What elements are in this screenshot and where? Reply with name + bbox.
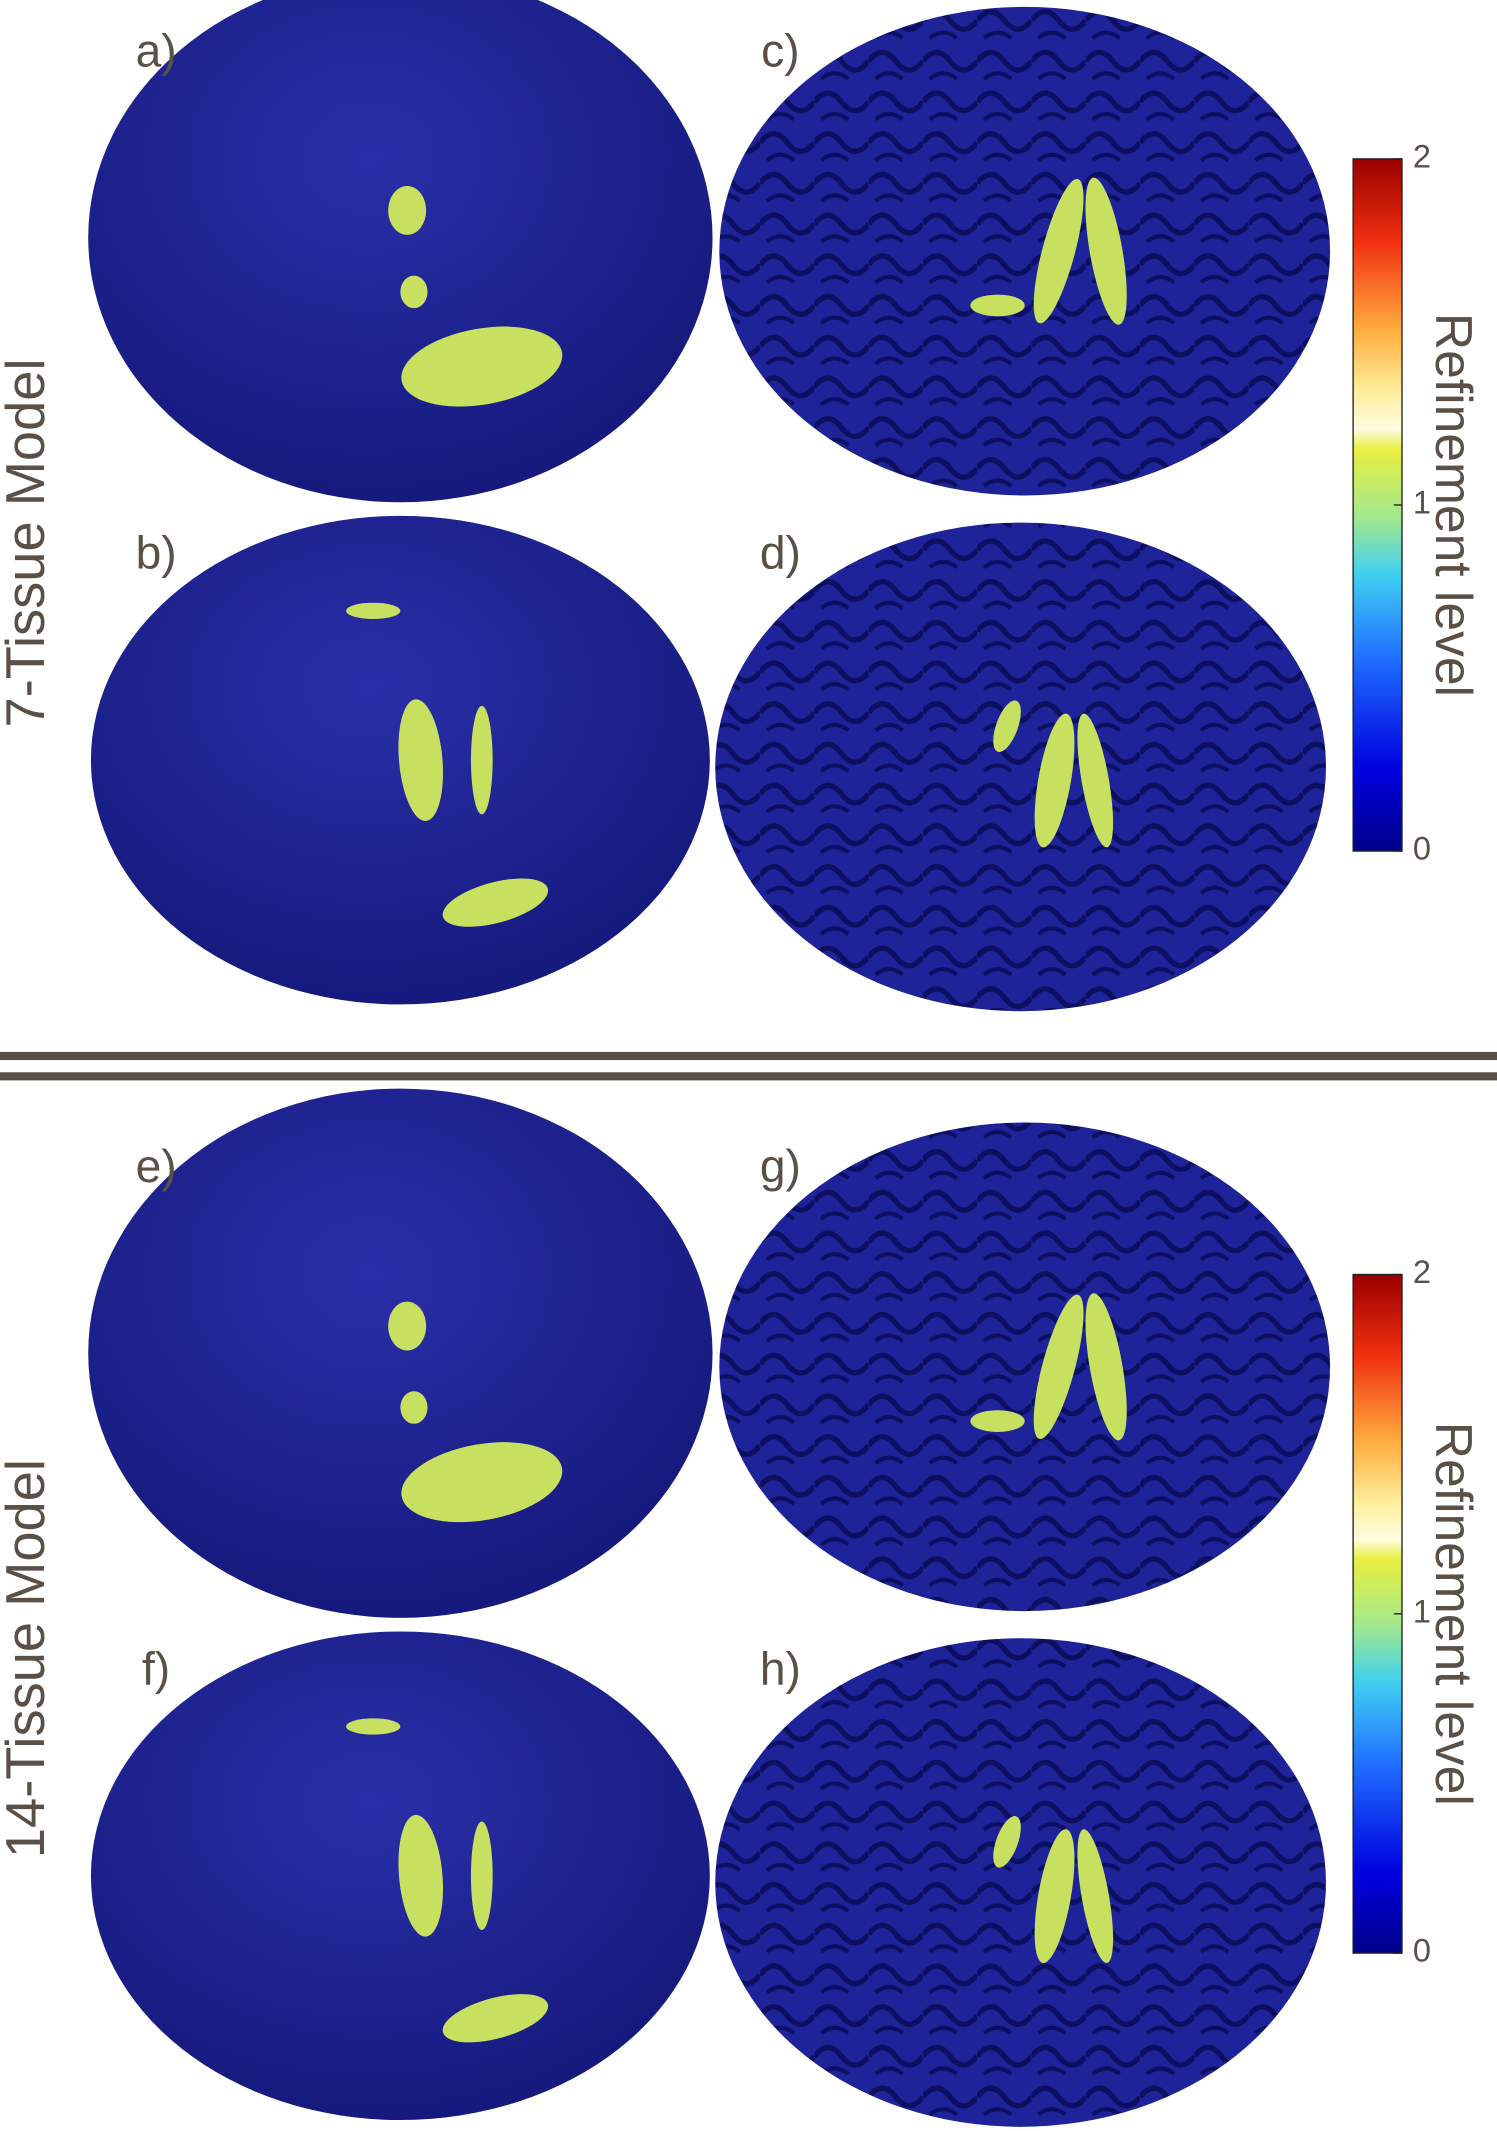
refined-region bbox=[1077, 713, 1114, 848]
refined-region bbox=[388, 1301, 427, 1351]
panel-label: c) bbox=[761, 25, 799, 77]
colorbar-tick-label: 2 bbox=[1413, 1254, 1431, 1290]
divider bbox=[0, 1072, 1497, 1081]
refined-region bbox=[1033, 1294, 1084, 1440]
section: a) b) c) d) 7-Tissue Model 0 1 2 Refinement leve… bbox=[0, 0, 1483, 1012]
panel-label: d) bbox=[760, 527, 801, 579]
refined-region bbox=[970, 1410, 1025, 1432]
panel-label: h) bbox=[760, 1642, 801, 1694]
head-render bbox=[88, 0, 713, 503]
panel-label: f) bbox=[142, 1642, 170, 1694]
refined-region bbox=[400, 275, 428, 309]
colorbar-tick-label: 1 bbox=[1413, 485, 1431, 521]
refined-region bbox=[470, 1821, 493, 1931]
refined-region bbox=[346, 1718, 401, 1735]
colorbar-title: Refinement level bbox=[1425, 313, 1483, 697]
refined-region bbox=[993, 700, 1021, 752]
refined-region bbox=[442, 1994, 549, 2043]
section: e) f) g) h) 14-Tissue Model 0 1 2 Refinement lev… bbox=[0, 1088, 1483, 2127]
brain-render bbox=[719, 6, 1331, 496]
colorbar-tick-label: 2 bbox=[1413, 138, 1431, 174]
brain-render bbox=[715, 522, 1326, 1012]
colorbar-tick-label: 1 bbox=[1413, 1593, 1431, 1629]
colorbar-tick-label: 0 bbox=[1413, 831, 1431, 867]
panel-label: e) bbox=[136, 1140, 177, 1192]
brain-render bbox=[719, 1122, 1331, 1612]
refined-region bbox=[970, 294, 1025, 317]
refined-region bbox=[1085, 177, 1127, 325]
refined-region bbox=[398, 699, 444, 821]
refined-region bbox=[442, 878, 549, 927]
refined-region bbox=[388, 186, 427, 235]
refined-region bbox=[400, 1391, 428, 1424]
refined-region bbox=[993, 1816, 1021, 1868]
model-label: 7-Tissue Model bbox=[0, 358, 56, 727]
panel-label: b) bbox=[136, 527, 177, 579]
divider bbox=[0, 1051, 1497, 1061]
refined-region bbox=[1085, 1293, 1127, 1441]
refined-region bbox=[398, 1814, 444, 1937]
panel-label: g) bbox=[760, 1140, 801, 1192]
panel-label: a) bbox=[136, 25, 177, 77]
refined-region bbox=[401, 326, 563, 407]
head-render bbox=[88, 1088, 713, 1618]
refined-region bbox=[1034, 1829, 1075, 1964]
refined-region bbox=[1034, 713, 1075, 848]
refined-region bbox=[346, 602, 401, 619]
refined-region bbox=[470, 705, 493, 815]
refined-region bbox=[1077, 1829, 1114, 1963]
refined-region bbox=[401, 1442, 563, 1523]
brain-render bbox=[715, 1638, 1326, 2127]
colorbar-title: Refinement level bbox=[1425, 1422, 1483, 1806]
colorbar-tick-label: 0 bbox=[1413, 1933, 1431, 1969]
model-label: 14-Tissue Model bbox=[0, 1459, 56, 1858]
refined-region bbox=[1033, 178, 1084, 324]
